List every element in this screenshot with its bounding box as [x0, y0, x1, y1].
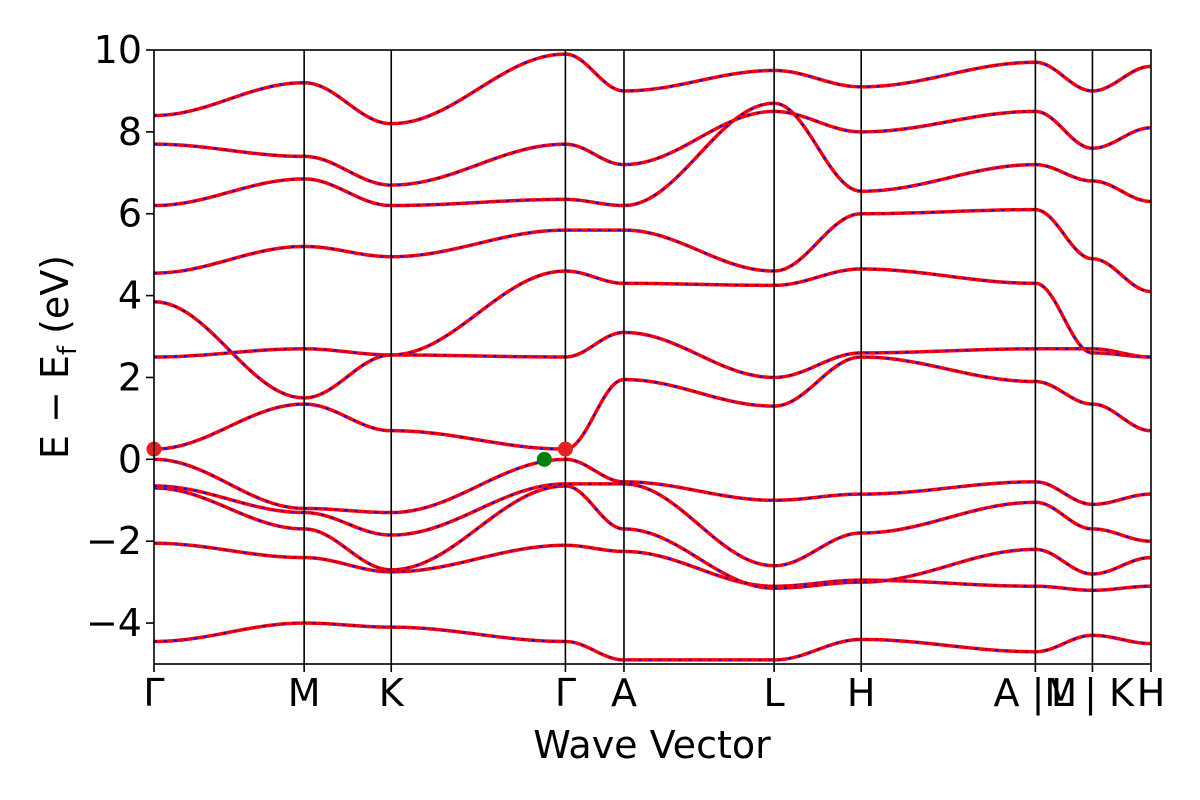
- y-tick-label: 8: [118, 110, 142, 154]
- y-axis-label-main: E − E: [33, 355, 77, 459]
- plot-background: [154, 50, 1151, 664]
- x-tick-label: L: [764, 671, 785, 715]
- x-tick-label: A: [611, 671, 637, 715]
- y-axis-label-unit: (eV): [33, 255, 77, 346]
- y-axis-label: E − Ef (eV): [33, 255, 83, 459]
- kpath-divider-lines: [303, 50, 1094, 664]
- x-tick-label: H: [847, 671, 876, 715]
- x-tick-label: Γ: [143, 671, 164, 715]
- band-dash-band9: [154, 208, 1151, 293]
- y-tick-label: 4: [118, 274, 142, 318]
- x-tick-label: M: [288, 671, 321, 715]
- x-tick-label: Γ: [555, 671, 576, 715]
- marker-vbm: [536, 451, 552, 467]
- bands-layer: [154, 52, 1151, 662]
- band-line-band7: [154, 330, 1151, 380]
- y-tick-label: −2: [86, 519, 142, 563]
- band-line-band3: [154, 484, 1151, 591]
- x-tick-label: K: [379, 671, 405, 715]
- y-tick-label: 2: [118, 355, 142, 399]
- band-dash-band10: [154, 102, 1151, 207]
- y-tick-label: −4: [86, 601, 142, 645]
- x-tick-label: A |M: [994, 671, 1078, 716]
- band-dash-band1: [154, 622, 1151, 661]
- y-axis-ticks: −4 −2 0 2 4 6 8 10: [86, 28, 154, 645]
- y-tick-label: 10: [94, 28, 142, 72]
- band-dash-band6: [154, 356, 1151, 451]
- band-dash-band4: [154, 482, 1151, 567]
- plot-frame: [153, 49, 1152, 665]
- y-tick-label: 6: [118, 192, 142, 236]
- y-axis-label-subscript: f: [53, 345, 83, 355]
- band-line-band11: [154, 109, 1151, 187]
- x-tick-label: L | K: [1051, 671, 1135, 716]
- x-axis-label: Wave Vector: [533, 723, 771, 767]
- band-dash-band8: [154, 268, 1151, 399]
- x-tick-label: H: [1137, 671, 1166, 715]
- y-tick-label: 0: [118, 437, 142, 481]
- band-dash-band2: [154, 542, 1151, 592]
- band-line-band5: [154, 457, 1151, 515]
- marker-cbm: [557, 441, 573, 457]
- band-line-band12: [154, 52, 1151, 126]
